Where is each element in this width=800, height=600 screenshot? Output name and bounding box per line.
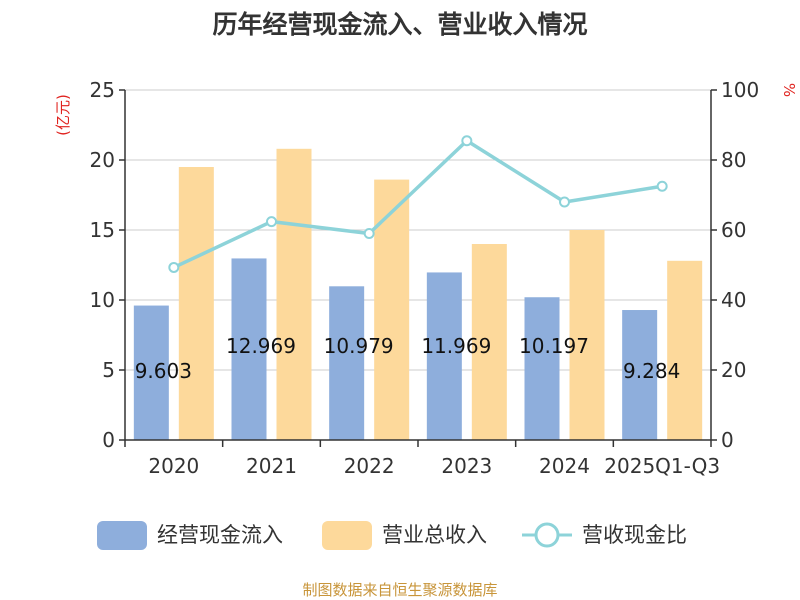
legend-swatch-total-revenue — [322, 521, 372, 550]
bar-total-revenue[interactable] — [569, 230, 605, 440]
bar-total-revenue[interactable] — [276, 148, 312, 441]
ratio-line — [173, 138, 663, 270]
bar-cash-inflow[interactable] — [622, 310, 658, 440]
y-right-tick-label: 80 — [721, 148, 746, 172]
x-tick-label: 2021 — [246, 454, 297, 478]
bar-total-revenue[interactable] — [667, 260, 703, 440]
chart-title: 历年经营现金流入、营业收入情况 — [212, 10, 587, 39]
legend: 经营现金流入 营业总收入 营收现金比 — [97, 521, 687, 550]
legend-item-total-revenue[interactable]: 营业总收入 — [322, 521, 487, 550]
bar-cash-inflow[interactable] — [133, 305, 169, 440]
data-label-cash-inflow: 10.979 — [324, 334, 394, 358]
ratio-point[interactable] — [656, 180, 668, 192]
source-note: 制图数据来自恒生聚源数据库 — [302, 581, 497, 599]
y-right-tick-label: 20 — [721, 358, 746, 382]
x-tick-label: 2025Q1-Q3 — [604, 454, 720, 478]
data-label-group: 9.603 12.969 10.979 11.969 10.197 9.284 — [135, 334, 681, 383]
grid-lines — [125, 89, 711, 371]
x-tick-label: 2024 — [539, 454, 590, 478]
x-tick-label: 2022 — [344, 454, 395, 478]
y-right-tick-label: 100 — [721, 78, 759, 102]
data-label-cash-inflow: 11.969 — [421, 334, 491, 358]
y-left-tick-label: 15 — [90, 218, 115, 242]
bar-total-revenue[interactable] — [374, 179, 410, 440]
data-label-cash-inflow: 9.284 — [623, 359, 680, 383]
y-left-tick-label: 5 — [102, 358, 115, 382]
ratio-point[interactable] — [461, 135, 473, 147]
bar-group — [133, 148, 703, 441]
bar-total-revenue[interactable] — [178, 167, 214, 440]
legend-label-total-revenue: 营业总收入 — [382, 523, 487, 547]
y-left-tick-label: 10 — [90, 288, 115, 312]
left-axis-unit: (亿元) — [54, 94, 72, 136]
legend-swatch-cash-inflow — [97, 521, 147, 550]
right-axis-unit: % — [780, 83, 798, 97]
y-left-tick-label: 25 — [90, 78, 115, 102]
legend-label-cash-ratio: 营收现金比 — [582, 523, 687, 547]
data-label-cash-inflow: 10.197 — [519, 334, 589, 358]
bar-cash-inflow[interactable] — [329, 286, 365, 440]
ratio-point[interactable] — [168, 261, 180, 273]
y-right-tick-label: 60 — [721, 218, 746, 242]
bar-total-revenue[interactable] — [471, 244, 507, 440]
legend-marker-cash-ratio — [534, 522, 560, 548]
x-tick-label: 2020 — [148, 454, 199, 478]
ratio-point[interactable] — [363, 228, 375, 239]
x-tick-label: 2023 — [441, 454, 492, 478]
ratio-point[interactable] — [559, 196, 570, 208]
ratio-line-group — [168, 135, 668, 273]
data-label-cash-inflow: 12.969 — [226, 334, 296, 358]
y-right-tick-label: 0 — [721, 428, 734, 452]
y-left-tick-label: 0 — [102, 428, 115, 452]
legend-item-cash-inflow[interactable]: 经营现金流入 — [97, 521, 283, 550]
bar-cash-inflow[interactable] — [231, 258, 267, 440]
bar-cash-inflow[interactable] — [426, 272, 462, 440]
tick-label-group: 0 5 10 15 20 25 0 20 40 60 80 100 2020 2021 2022 2023 20… — [90, 78, 760, 478]
axes — [119, 89, 717, 447]
data-label-cash-inflow: 9.603 — [135, 359, 192, 383]
ratio-point[interactable] — [266, 216, 277, 228]
bar-cash-inflow[interactable] — [524, 297, 560, 440]
legend-item-cash-ratio[interactable]: 营收现金比 — [522, 522, 687, 548]
y-left-tick-label: 20 — [90, 148, 115, 172]
y-right-tick-label: 40 — [721, 288, 746, 312]
legend-label-cash-inflow: 经营现金流入 — [157, 523, 283, 547]
